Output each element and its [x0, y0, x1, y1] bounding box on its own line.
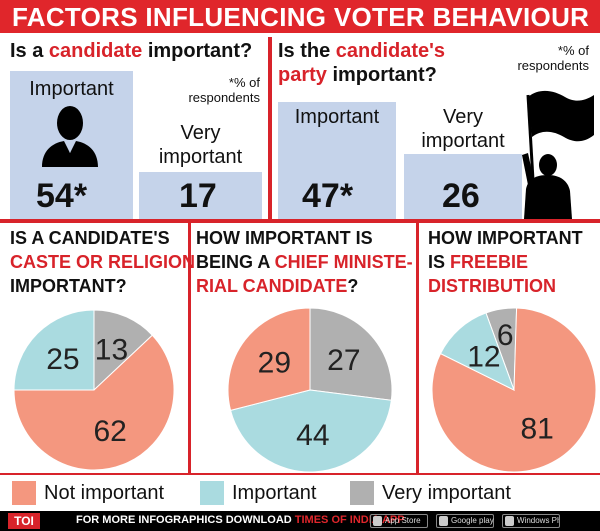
person-icon — [42, 106, 98, 167]
legend-label-very-important: Very important — [382, 482, 511, 504]
question-text-end: important? — [326, 64, 437, 86]
pie1-label-important: 25 — [46, 343, 79, 376]
question-highlight: candidate's — [335, 40, 446, 62]
legend-swatch-very-important — [350, 481, 374, 505]
footer-bar: TOI FOR MORE INFOGRAPHICS DOWNLOAD TIMES… — [0, 511, 600, 531]
pie2-title-line-2: BEING A — [196, 252, 275, 272]
very-label-line-1: Very — [180, 122, 221, 144]
bar-very-important-value: 17 — [179, 177, 217, 215]
candidate-importance-panel: Is a candidate important? *% of responde… — [6, 37, 268, 219]
pie2-slice-important — [229, 389, 392, 472]
pie3-chart: 6 81 12 — [431, 308, 597, 472]
very-label-line-2: important — [421, 130, 505, 152]
note-line-2: respondents — [188, 90, 260, 105]
pie2-label-not-important: 29 — [258, 346, 291, 379]
candidate-question: Is a candidate important? — [10, 39, 252, 63]
google-play-badge[interactable]: Google play — [436, 514, 494, 528]
pie1-chart: 13 62 25 — [13, 309, 175, 471]
pie3-label-very-important: 6 — [497, 319, 514, 352]
bar-very-important — [404, 154, 522, 219]
pie1-slice-very-important — [93, 309, 154, 392]
pie2-slice-very-important — [309, 308, 393, 401]
divider-bottom-vertical-2 — [416, 223, 419, 475]
app-store-badge[interactable]: App Store — [370, 514, 428, 528]
pie2-chart: 27 44 29 — [227, 308, 393, 472]
bar-important-value: 54* — [36, 177, 88, 215]
pie1-slice-important — [13, 309, 95, 391]
pie1-label-very-important: 13 — [95, 334, 128, 367]
note-line-1: *% of — [228, 75, 260, 90]
pie1-slice-not-important — [13, 334, 175, 471]
question-highlight-2: party — [278, 64, 327, 86]
divider-middle-horizontal — [0, 219, 600, 223]
legend: Not important Important Very important — [0, 474, 600, 510]
pie2-title-line-2-hl: CHIEF MINISTE- — [274, 252, 413, 272]
app-store-label: App Store — [385, 516, 421, 525]
pie2-title-line-1: HOW IMPORTANT IS — [196, 228, 373, 248]
header-banner: FACTORS INFLUENCING VOTER BEHAVIOUR — [0, 0, 600, 33]
pie1-title-line-2: CASTE OR RELIGION — [10, 252, 196, 272]
very-label-line-2: important — [158, 146, 243, 168]
pie2-title-line-3: ? — [347, 276, 359, 296]
divider-legend-top — [0, 473, 600, 475]
respondents-note: *% of respondents — [164, 75, 260, 105]
question-text-end: important? — [142, 40, 253, 62]
pie2-label-very-important: 27 — [327, 344, 360, 377]
pie2-slice-not-important — [227, 308, 311, 412]
windows-phone-label: Windows Phone — [517, 516, 559, 525]
pie2-title-line-3-hl: RIAL CANDIDATE — [196, 276, 348, 296]
pie3-label-not-important: 81 — [520, 413, 553, 446]
page-title: FACTORS INFLUENCING VOTER BEHAVIOUR — [12, 2, 590, 32]
pie1-title-line-1: IS A CANDIDATE'S — [10, 228, 170, 248]
play-icon — [439, 516, 448, 526]
very-label-line-1: Very — [442, 106, 484, 128]
note-line-2: respondents — [517, 58, 589, 73]
pie3-title: HOW IMPORTANT IS FREEBIE DISTRIBUTION — [428, 226, 583, 298]
pie3-title-line-2-hl: FREEBIE — [450, 252, 529, 272]
bar-important-label: Important — [294, 106, 380, 128]
bar-important-label: Important — [29, 78, 114, 100]
pie1-title-line-3: IMPORTANT? — [10, 276, 127, 296]
question-highlight: candidate — [48, 40, 143, 62]
toi-logo: TOI — [8, 513, 40, 529]
legend-label-not-important: Not important — [44, 482, 165, 504]
bar-very-important-label: Very important — [404, 105, 522, 153]
divider-bottom-vertical-1 — [188, 223, 191, 475]
windows-phone-badge[interactable]: Windows Phone — [502, 514, 560, 528]
footer-promo-text: FOR MORE INFOGRAPHICS DOWNLOAD — [76, 514, 295, 526]
pie3-slice-important — [439, 312, 515, 392]
windows-icon — [505, 516, 514, 526]
footer-promo: FOR MORE INFOGRAPHICS DOWNLOAD TIMES OF … — [76, 514, 405, 526]
respondents-note: *% of respondents — [494, 43, 589, 73]
bar-very-important-value: 26 — [442, 177, 480, 215]
apple-icon — [373, 516, 382, 526]
party-question: Is the candidate's party important? — [278, 39, 445, 87]
pie1-label-not-important: 62 — [94, 415, 127, 448]
note-line-1: *% of — [557, 43, 589, 58]
bar-very-important-label: Very important — [139, 121, 262, 169]
party-importance-panel: Is the candidate's party important? *% o… — [272, 37, 595, 219]
flag-bearer-icon — [522, 90, 594, 219]
pie3-title-line-3: DISTRIBUTION — [428, 276, 556, 296]
question-text: Is a — [10, 40, 49, 62]
question-text: Is the — [278, 40, 336, 62]
pie3-title-line-2: IS — [428, 252, 451, 272]
divider-top-vertical — [268, 37, 272, 219]
pie3-label-important: 12 — [467, 340, 500, 373]
pie3-title-line-1: HOW IMPORTANT — [428, 228, 583, 248]
google-play-label: Google play — [451, 516, 494, 525]
legend-swatch-not-important — [12, 481, 36, 505]
bar-important-value: 47* — [302, 177, 354, 215]
bar-very-important — [139, 172, 262, 219]
pie1-title: IS A CANDIDATE'S CASTE OR RELIGION IMPOR… — [10, 226, 195, 298]
legend-label-important: Important — [232, 482, 317, 504]
legend-swatch-important — [200, 481, 224, 505]
pie2-title: HOW IMPORTANT IS BEING A CHIEF MINISTE- … — [196, 226, 413, 298]
bar-important — [278, 102, 396, 219]
pie2-label-important: 44 — [296, 419, 329, 452]
